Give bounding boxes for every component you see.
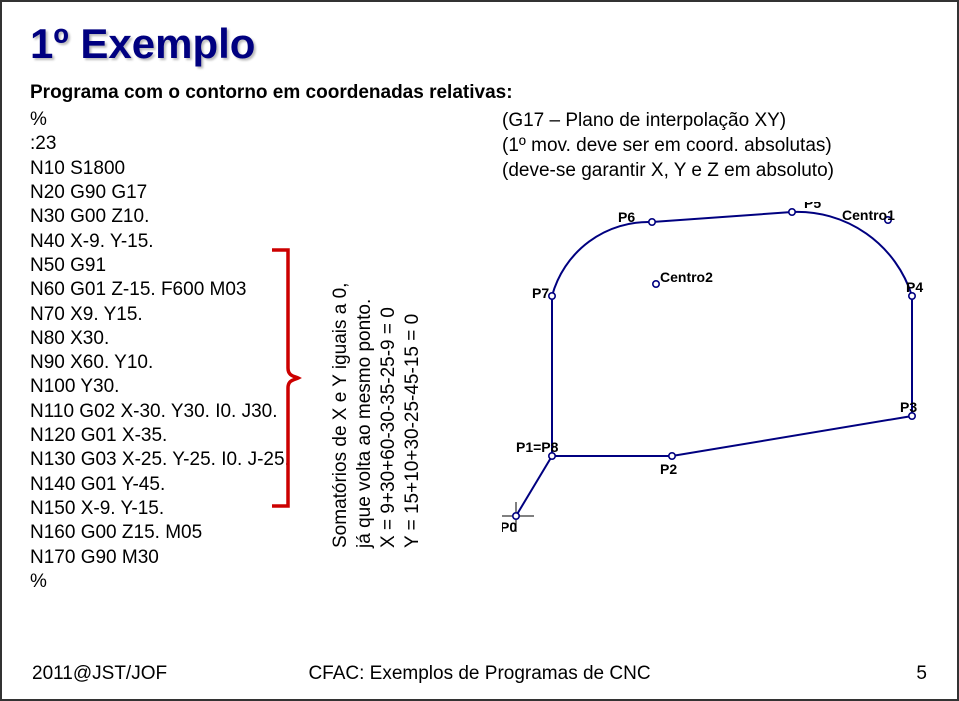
inline-comments: (G17 – Plano de interpolação XY)(1º mov.… — [502, 108, 834, 183]
vertical-notes: Somatórios de X e Y iguais a 0,já que vo… — [330, 148, 424, 548]
code-line: N170 G90 M30 — [30, 546, 929, 570]
vertical-note-line: Somatórios de X e Y iguais a 0, — [330, 148, 352, 548]
svg-text:P4: P4 — [906, 279, 923, 295]
vertical-note-line: Y = 15+10+30-25-45-15 = 0 — [402, 148, 424, 548]
svg-text:Centro1: Centro1 — [842, 207, 895, 223]
footer-right: 5 — [916, 663, 927, 685]
footer-center: CFAC: Exemplos de Programas de CNC — [308, 663, 650, 685]
subtitle: Programa com o contorno em coordenadas r… — [30, 82, 929, 104]
vertical-note-line: X = 9+30+60-30-35-25-9 = 0 — [378, 148, 400, 548]
slide: 1º Exemplo Programa com o contorno em co… — [0, 0, 959, 701]
vertical-note-line: já que volta ao mesmo ponto. — [354, 148, 376, 548]
footer: 2011@JST/JOF CFAC: Exemplos de Programas… — [2, 663, 957, 685]
slide-title: 1º Exemplo — [30, 20, 929, 68]
contour-diagram: P0P1=P8P2P3P4P5Centro1P6Centro2P7 — [502, 202, 912, 542]
comment-line: (deve-se garantir X, Y e Z em absoluto) — [502, 158, 834, 183]
svg-text:Centro2: Centro2 — [660, 269, 713, 285]
svg-text:P1=P8: P1=P8 — [516, 439, 559, 455]
code-line: % — [30, 570, 929, 594]
svg-text:P0: P0 — [502, 519, 517, 532]
svg-text:P7: P7 — [532, 285, 549, 301]
svg-text:P3: P3 — [900, 399, 917, 415]
svg-text:P2: P2 — [660, 461, 677, 477]
footer-left: 2011@JST/JOF — [32, 663, 167, 685]
comment-line: (G17 – Plano de interpolação XY) — [502, 108, 834, 133]
bracket-icon — [270, 248, 310, 508]
comment-line: (1º mov. deve ser em coord. absolutas) — [502, 133, 834, 158]
svg-text:P5: P5 — [804, 202, 821, 211]
svg-text:P6: P6 — [618, 209, 635, 225]
